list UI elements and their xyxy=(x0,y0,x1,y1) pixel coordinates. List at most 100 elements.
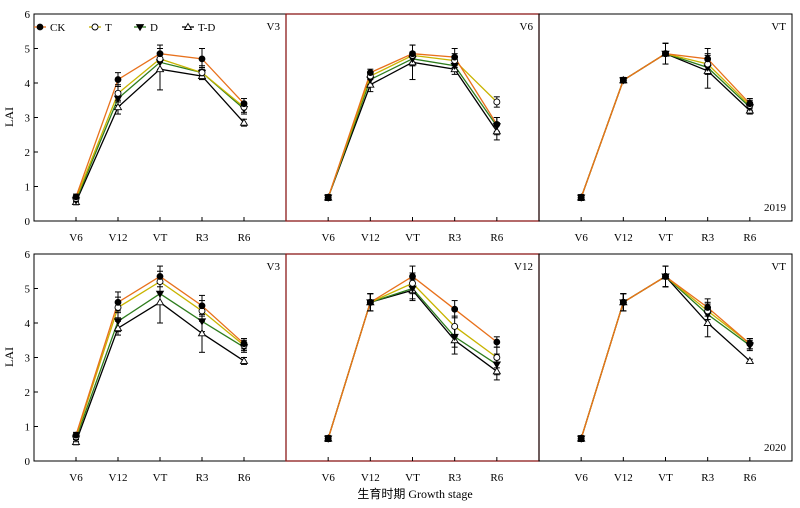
marker-ck xyxy=(662,273,669,280)
x-tick-label: V12 xyxy=(614,232,633,244)
marker-d xyxy=(155,290,165,298)
x-tick-label: VT xyxy=(153,232,168,244)
x-tick-label: VT xyxy=(658,472,673,484)
panel-6: V6 V12 VT R3 R6 VT 2020 xyxy=(538,253,793,484)
marker-t xyxy=(493,354,501,361)
marker-ck xyxy=(240,100,248,108)
x-tick-label: V6 xyxy=(321,472,335,484)
x-tick-label: V12 xyxy=(361,232,380,244)
marker-ck xyxy=(240,340,248,348)
x-tick-label: V6 xyxy=(321,232,335,244)
series-line-t xyxy=(327,282,498,439)
marker-d xyxy=(113,318,123,326)
y-tick-label: 6 xyxy=(25,249,31,261)
year-label: 2019 xyxy=(764,202,787,214)
x-tick-label: R6 xyxy=(490,232,503,244)
marker-ck xyxy=(662,50,669,58)
legend-marker-ck xyxy=(36,23,44,31)
y-tick-label: 5 xyxy=(25,284,31,296)
y-axis-label-top: LAI xyxy=(2,107,16,127)
marker-t xyxy=(409,279,416,287)
marker-ck xyxy=(72,431,80,439)
y-axis-label-bottom: LAI xyxy=(2,347,16,367)
marker-ck xyxy=(114,76,122,83)
x-tick-label: V6 xyxy=(574,232,588,244)
marker-ck xyxy=(451,305,459,313)
x-tick-label: R3 xyxy=(448,472,461,484)
series-line-ck xyxy=(580,275,751,439)
x-tick-label: R3 xyxy=(196,472,209,484)
series-line-d xyxy=(327,287,498,439)
marker-t xyxy=(198,69,206,77)
marker-t-d xyxy=(113,323,123,332)
marker-t-d xyxy=(745,356,755,364)
x-tick-label: VT xyxy=(405,232,420,244)
marker-ck xyxy=(619,76,627,84)
y-tick-label: 3 xyxy=(25,353,31,365)
x-tick-label: R6 xyxy=(743,232,756,244)
marker-ck xyxy=(577,435,585,442)
marker-t-d xyxy=(703,318,712,326)
marker-t-d xyxy=(155,297,165,306)
legend-label-t-d: T-D xyxy=(198,22,215,34)
marker-ck xyxy=(324,194,332,201)
x-tick-label: VT xyxy=(153,472,168,484)
year-label: 2020 xyxy=(764,442,787,454)
x-tick-label: V6 xyxy=(574,472,588,484)
x-tick-label: V6 xyxy=(69,472,83,484)
marker-ck xyxy=(198,55,206,63)
marker-ck xyxy=(324,435,332,442)
marker-t xyxy=(451,323,459,330)
y-tick-label: 6 xyxy=(25,9,31,21)
x-tick-label: R3 xyxy=(701,472,714,484)
y-tick-label: 4 xyxy=(25,318,31,330)
series-line-ck xyxy=(580,53,751,198)
marker-t-d xyxy=(492,366,502,375)
panel-label: V12 xyxy=(514,261,533,273)
legend-marker-d xyxy=(135,24,145,32)
marker-ck xyxy=(451,53,459,61)
marker-ck xyxy=(114,298,122,306)
y-tick-label: 0 xyxy=(25,216,31,228)
marker-ck xyxy=(409,50,416,58)
marker-t xyxy=(114,89,122,97)
marker-t-d xyxy=(155,64,165,73)
marker-ck xyxy=(704,55,712,63)
x-tick-label: R3 xyxy=(196,232,209,244)
y-tick-label: 1 xyxy=(25,422,31,434)
marker-ck xyxy=(366,298,374,306)
legend-label-ck: CK xyxy=(50,22,65,34)
legend: CK T D T-D xyxy=(34,22,215,34)
x-tick-label: V12 xyxy=(109,232,128,244)
y-tick-label: 0 xyxy=(25,456,31,468)
marker-ck xyxy=(366,69,374,77)
y-tick-label: 4 xyxy=(25,78,31,90)
panel-5: V6 V12 VT R3 R6 V12 xyxy=(285,253,540,484)
x-tick-label: R3 xyxy=(701,232,714,244)
x-axis-label: 生育时期 Growth stage xyxy=(357,486,472,501)
x-tick-label: R6 xyxy=(238,232,251,244)
marker-ck xyxy=(577,194,585,201)
x-tick-label: R6 xyxy=(490,472,503,484)
legend-marker-t xyxy=(91,23,99,31)
panel-label: VT xyxy=(771,261,786,273)
x-tick-label: VT xyxy=(658,232,673,244)
x-tick-label: R6 xyxy=(238,472,251,484)
y-tick-label: 2 xyxy=(25,147,31,159)
marker-d xyxy=(492,361,502,369)
x-tick-label: R6 xyxy=(743,472,756,484)
marker-d xyxy=(450,333,459,342)
marker-t-d xyxy=(239,118,249,126)
marker-ck xyxy=(72,193,80,201)
marker-ck xyxy=(619,298,627,306)
panel-2: V6 V12 VT R3 R6 V6 xyxy=(285,13,540,244)
marker-ck xyxy=(156,50,164,58)
legend-label-d: D xyxy=(150,22,158,34)
marker-ck xyxy=(493,121,501,128)
panel-label: V6 xyxy=(520,21,534,33)
x-tick-label: V12 xyxy=(109,472,128,484)
marker-t-d xyxy=(113,102,123,111)
legend-label-t: T xyxy=(105,22,112,34)
y-tick-label: 5 xyxy=(25,44,31,56)
